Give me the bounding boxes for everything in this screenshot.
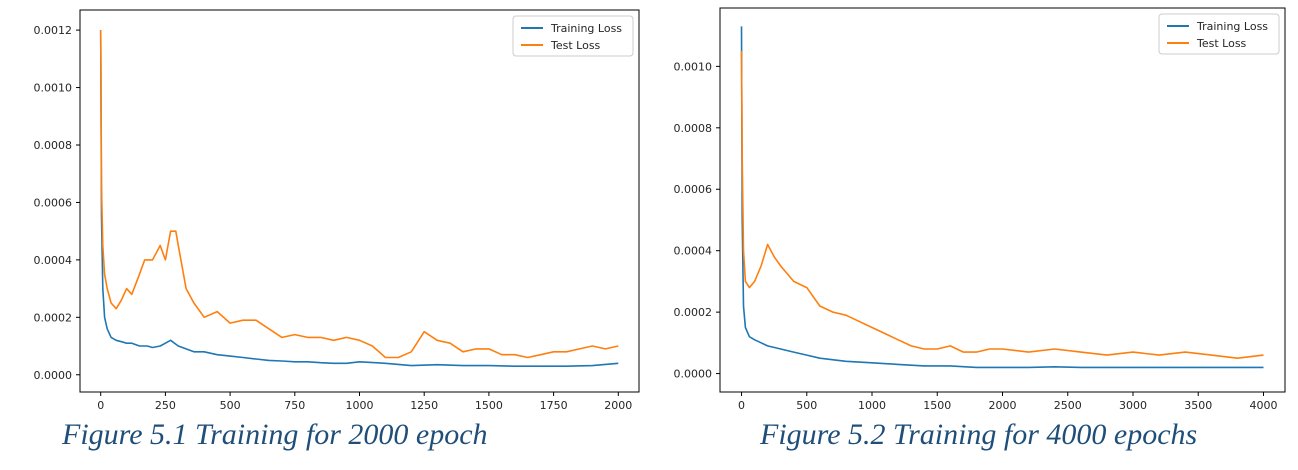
y-tick-label: 0.0012 — [34, 24, 73, 37]
x-tick-label: 750 — [284, 399, 305, 412]
y-tick-label: 0.0004 — [34, 254, 73, 267]
x-tick-label: 1000 — [346, 399, 374, 412]
series-line-training-loss — [99, 30, 619, 367]
y-tick-label: 0.0010 — [34, 82, 73, 95]
x-tick-label: 0 — [97, 399, 104, 412]
y-tick-label: 0.0000 — [674, 368, 713, 381]
x-tick-label: 4000 — [1249, 399, 1277, 412]
y-tick-label: 0.0000 — [34, 369, 73, 382]
legend-label: Test Loss — [550, 39, 601, 52]
chart-panel-training-2000: 0 250 500 750 1000 1250 1500 1750 2000 0.0000 0.00… — [34, 9, 640, 451]
figure-caption-5-2: Figure 5.2 Training for 4000 epochs — [760, 418, 1198, 451]
x-tick-label: 1250 — [410, 399, 438, 412]
x-tick-label: 1750 — [540, 399, 568, 412]
plot-area-frame — [79, 9, 640, 393]
x-tick-label: 3500 — [1184, 399, 1212, 412]
y-tick-label: 0.0008 — [674, 122, 713, 135]
y-tick-label: 0.0002 — [34, 311, 73, 324]
x-tick-label: 500 — [220, 399, 241, 412]
y-tick-label: 0.0002 — [674, 306, 713, 319]
legend-label: Training Loss — [550, 22, 622, 35]
legend-label: Test Loss — [1196, 37, 1247, 50]
legend-label: Training Loss — [1196, 20, 1268, 33]
x-tick-label: 1500 — [923, 399, 951, 412]
figure-caption-5-1: Figure 5.1 Training for 2000 epoch — [62, 418, 488, 451]
x-tick-label: 500 — [796, 399, 817, 412]
plot-area-frame — [719, 7, 1286, 393]
x-tick-label: 1500 — [475, 399, 503, 412]
x-tick-label: 2000 — [989, 399, 1017, 412]
x-tick-label: 250 — [155, 399, 176, 412]
line-chart-2000-epochs: 0 250 500 750 1000 1250 1500 1750 2000 0.0000 0.00… — [34, 9, 640, 412]
x-tick-label: 3000 — [1119, 399, 1147, 412]
x-tick-label: 2000 — [604, 399, 632, 412]
chart-panel-training-4000: 0 500 1000 1500 2000 2500 3000 3500 4000 0.0000 0.… — [650, 0, 1298, 470]
x-tick-label: 1000 — [858, 399, 886, 412]
x-tick-label: 2500 — [1054, 399, 1082, 412]
y-tick-label: 0.0008 — [34, 139, 73, 152]
series-line-training-loss — [740, 26, 1264, 369]
line-chart-4000-epochs: 0 500 1000 1500 2000 2500 3000 3500 4000 0.0000 0.… — [674, 7, 1286, 412]
series-line-test-loss — [740, 50, 1264, 359]
x-tick-label: 0 — [738, 399, 745, 412]
y-tick-label: 0.0004 — [674, 245, 713, 258]
y-tick-label: 0.0006 — [34, 196, 73, 209]
series-line-test-loss — [99, 30, 619, 359]
y-tick-label: 0.0006 — [674, 183, 713, 196]
y-tick-label: 0.0010 — [674, 60, 713, 73]
